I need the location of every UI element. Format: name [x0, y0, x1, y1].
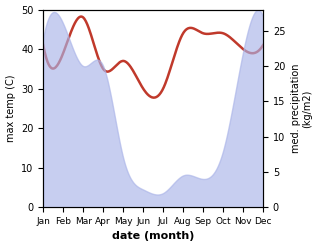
X-axis label: date (month): date (month) [112, 231, 194, 242]
Y-axis label: med. precipitation
(kg/m2): med. precipitation (kg/m2) [291, 64, 313, 153]
Y-axis label: max temp (C): max temp (C) [5, 75, 16, 142]
